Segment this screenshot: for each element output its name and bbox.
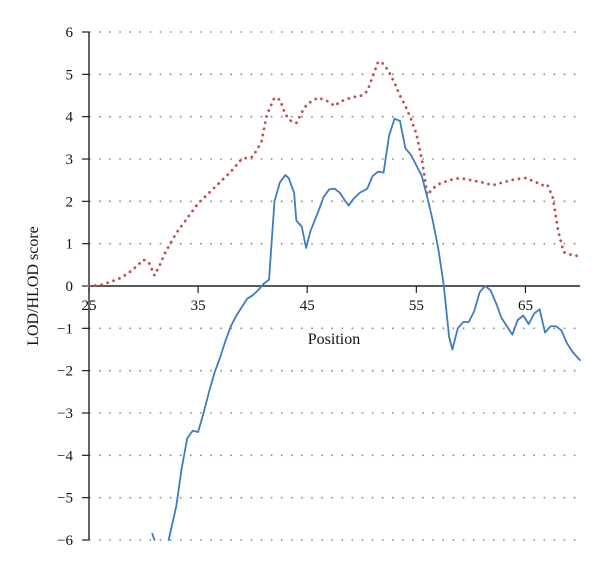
y-tick-label: 2: [66, 194, 74, 210]
y-axis-title: LOD/HLOD score: [25, 226, 42, 346]
y-tick-label: 3: [66, 152, 74, 168]
x-axis-title: Position: [308, 331, 360, 348]
y-tick-label: 1: [66, 237, 74, 253]
y-tick-label: 6: [66, 25, 74, 41]
y-tick-label: −2: [57, 364, 73, 380]
grid-layer: [89, 31, 580, 541]
y-tick-label: −1: [57, 321, 73, 337]
y-tick-label: −4: [57, 448, 73, 464]
series-line-1: [87, 60, 582, 288]
y-tick-label: −6: [57, 533, 73, 549]
series-line-2-segment-2: [167, 117, 581, 541]
series-line-2-segment-1: [151, 532, 156, 541]
x-tick-label: 45: [300, 298, 315, 314]
x-tick-label: 55: [409, 298, 424, 314]
series-layer: [87, 60, 582, 541]
x-tick-label: 25: [82, 298, 97, 314]
y-tick-label: −3: [57, 406, 73, 422]
y-tick-label: −5: [57, 491, 73, 507]
y-tick-label: 4: [66, 110, 74, 126]
y-tick-label: 5: [66, 67, 74, 83]
x-tick-label: 35: [191, 298, 206, 314]
axes-layer: [82, 31, 580, 541]
y-tick-label: 0: [66, 279, 74, 295]
x-tick-label: 65: [518, 298, 533, 314]
